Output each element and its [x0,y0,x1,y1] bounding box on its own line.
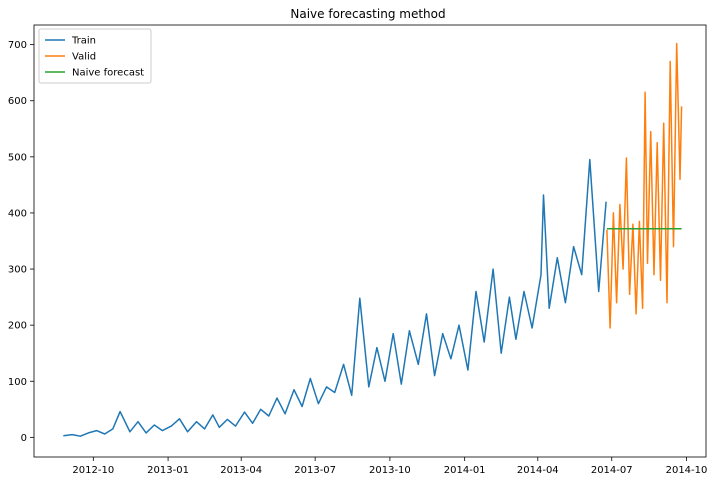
y-axis: 0 100 200 300 400 500 600 700 [8,40,34,444]
y-tick-label: 0 [21,433,27,444]
y-tick-label: 200 [8,321,27,332]
legend-label: Naive forecast [72,68,144,79]
chart-title: Naive forecasting method [290,7,445,21]
legend-box [38,28,152,84]
x-tick-label: 2013-01 [147,465,189,476]
series-line-valid [606,42,683,329]
y-tick-label: 700 [8,40,27,51]
x-tick-label: 2014-04 [517,465,559,476]
x-tick-label: 2013-07 [294,465,336,476]
series-line-train [63,158,607,437]
legend-label: Valid [72,52,96,63]
y-tick-label: 400 [8,208,27,219]
x-tick-label: 2014-01 [444,465,486,476]
x-tick-label: 2014-07 [591,465,633,476]
x-tick-label: 2014-10 [666,465,708,476]
y-tick-label: 500 [8,152,27,163]
legend-label: Train [71,36,96,47]
legend: Train Valid Naive forecast [38,28,152,84]
series-layer [63,42,683,437]
y-tick-label: 600 [8,96,27,107]
x-tick-label: 2013-04 [220,465,262,476]
y-tick-label: 300 [8,265,27,276]
y-tick-label: 100 [8,377,27,388]
x-tick-label: 2013-10 [369,465,411,476]
plot-area [34,25,706,457]
plot-frame [33,24,707,458]
x-tick-label: 2012-10 [72,465,114,476]
x-axis: 2012-10 2013-01 2013-04 2013-07 2013-10 2014-… [72,457,707,476]
